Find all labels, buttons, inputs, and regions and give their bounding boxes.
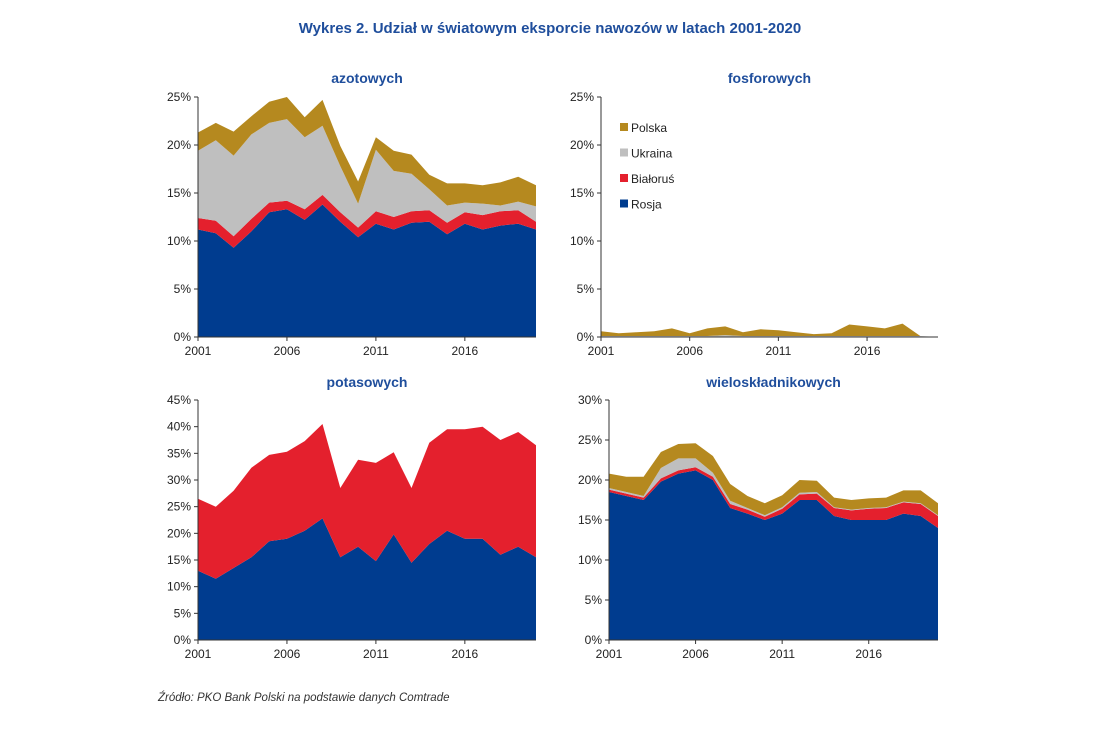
x-tick-label: 2016 [854, 344, 881, 358]
legend-swatch-rosja [620, 199, 628, 208]
y-tick-label: 10% [570, 234, 594, 248]
x-tick-label: 2006 [274, 344, 301, 358]
legend-swatch-ukraina [620, 148, 628, 157]
area-series-bialorus [198, 424, 536, 579]
panel-title: azotowych [331, 70, 403, 86]
y-tick-label: 5% [585, 593, 603, 607]
area-series-rosja [198, 204, 536, 337]
x-tick-label: 2016 [855, 647, 882, 661]
area-series-rosja [609, 470, 938, 640]
y-tick-label: 20% [167, 138, 191, 152]
y-tick-label: 15% [167, 553, 191, 567]
y-tick-label: 30% [578, 393, 602, 407]
legend-label-bialorus: Białoruś [631, 172, 674, 186]
y-tick-label: 40% [167, 420, 191, 434]
chart-panel-azotowych: azotowych 0% 5% 10% 15% 20% 25% 2001 2006 2011 201… [167, 70, 536, 358]
x-tick-label: 2011 [765, 344, 791, 358]
legend-label-ukraina: Ukraina [631, 147, 673, 161]
chart-panel-wieloskladnikowych: wieloskładnikowych 0% 5% 10% 15% 20% 25% 30% 200… [578, 374, 938, 661]
y-tick-label: 5% [577, 282, 595, 296]
area-series-polska [601, 323, 938, 337]
x-tick-label: 2011 [363, 647, 389, 661]
y-tick-label: 10% [167, 580, 191, 594]
y-tick-label: 0% [174, 633, 192, 647]
legend: Polska Ukraina Białoruś Rosja [620, 121, 674, 212]
x-tick-label: 2006 [676, 344, 703, 358]
y-tick-label: 0% [585, 633, 603, 647]
area-series-ukraina [198, 119, 536, 237]
x-tick-label: 2001 [185, 647, 212, 661]
y-tick-label: 0% [174, 330, 192, 344]
y-tick-label: 15% [167, 186, 191, 200]
y-tick-label: 25% [167, 90, 191, 104]
area-series-rosja [198, 518, 536, 640]
figure-title: Wykres 2. Udział w światowym eksporcie n… [298, 20, 802, 37]
y-tick-label: 20% [570, 138, 594, 152]
y-tick-label: 15% [578, 513, 602, 527]
area-series-polska [198, 97, 536, 207]
y-tick-label: 0% [577, 330, 595, 344]
area-series-polska [609, 443, 938, 516]
legend-swatch-bialorus [620, 174, 628, 182]
area-series-bialorus [609, 467, 938, 528]
x-tick-label: 2001 [596, 647, 623, 661]
panel-title: wieloskładnikowych [705, 374, 841, 390]
y-tick-label: 25% [570, 90, 594, 104]
y-tick-label: 10% [578, 553, 602, 567]
legend-label-rosja: Rosja [631, 198, 662, 212]
chart-panel-fosforowych: fosforowych 0% 5% 10% 15% 20% 25% 2001 2006 2011 2… [570, 70, 938, 358]
y-tick-label: 20% [578, 473, 602, 487]
y-tick-label: 5% [174, 606, 192, 620]
legend-label-polska: Polska [631, 121, 667, 135]
y-tick-label: 15% [570, 186, 594, 200]
x-tick-label: 2011 [363, 344, 389, 358]
area-series-bialorus [198, 194, 536, 248]
x-tick-label: 2006 [682, 647, 709, 661]
source-note: Źródło: PKO Bank Polski na podstawie dan… [158, 692, 450, 704]
y-tick-label: 35% [167, 446, 191, 460]
legend-swatch-polska [620, 123, 628, 131]
y-tick-label: 45% [167, 393, 191, 407]
x-tick-label: 2006 [274, 647, 301, 661]
y-tick-label: 20% [167, 526, 191, 540]
chart-panel-potasowych: potasowych 0% 5% 10% 15% 20% 25% 30% 35% 40% 45% 20… [167, 374, 536, 661]
panel-title: potasowych [327, 374, 408, 390]
y-tick-label: 25% [167, 500, 191, 514]
y-tick-label: 10% [167, 234, 191, 248]
x-tick-label: 2016 [451, 344, 478, 358]
y-tick-label: 5% [174, 282, 192, 296]
x-tick-label: 2011 [769, 647, 795, 661]
x-tick-label: 2001 [588, 344, 615, 358]
y-tick-label: 30% [167, 473, 191, 487]
y-tick-label: 25% [578, 433, 602, 447]
x-tick-label: 2001 [185, 344, 212, 358]
x-tick-label: 2016 [451, 647, 478, 661]
panel-title: fosforowych [728, 70, 811, 86]
